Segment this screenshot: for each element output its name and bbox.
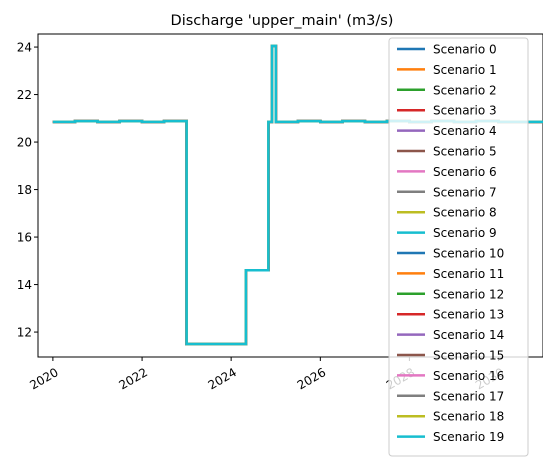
legend: Scenario 0 Scenario 1 Scenario 2 Scenario 3… [388, 37, 529, 457]
legend-label: Scenario 18 [433, 410, 504, 424]
y-tick-label: 22 [17, 88, 32, 102]
legend-label: Scenario 3 [433, 104, 497, 118]
legend-label: Scenario 0 [433, 43, 497, 57]
x-tick-label: 2026 [295, 365, 328, 392]
legend-label: Scenario 14 [433, 328, 504, 342]
legend-label: Scenario 9 [433, 226, 497, 240]
legend-label: Scenario 16 [433, 369, 504, 383]
legend-label: Scenario 10 [433, 247, 504, 261]
legend-label: Scenario 17 [433, 389, 504, 403]
x-tick-label: 2024 [206, 365, 239, 392]
legend-label: Scenario 7 [433, 185, 497, 199]
legend-box [388, 37, 529, 457]
y-tick-label: 20 [17, 136, 32, 150]
legend-label: Scenario 15 [433, 349, 504, 363]
legend-label: Scenario 2 [433, 83, 497, 97]
legend-label: Scenario 8 [433, 206, 497, 220]
legend-label: Scenario 1 [433, 63, 497, 77]
x-tick-label: 2022 [117, 365, 150, 392]
y-tick-label: 16 [17, 231, 32, 245]
legend-label: Scenario 6 [433, 165, 497, 179]
legend-label: Scenario 12 [433, 287, 504, 301]
legend-label: Scenario 19 [433, 430, 504, 444]
y-tick-label: 24 [17, 41, 32, 55]
legend-label: Scenario 11 [433, 267, 504, 281]
legend-label: Scenario 5 [433, 145, 497, 159]
legend-label: Scenario 4 [433, 124, 497, 138]
y-tick-label: 18 [17, 183, 32, 197]
chart-title: Discharge 'upper_main' (m3/s) [171, 13, 394, 29]
legend-label: Scenario 13 [433, 308, 504, 322]
x-tick-label: 2020 [27, 365, 60, 392]
y-tick-label: 14 [17, 278, 32, 292]
y-tick-label: 12 [17, 326, 32, 340]
plot-area [37, 33, 543, 358]
